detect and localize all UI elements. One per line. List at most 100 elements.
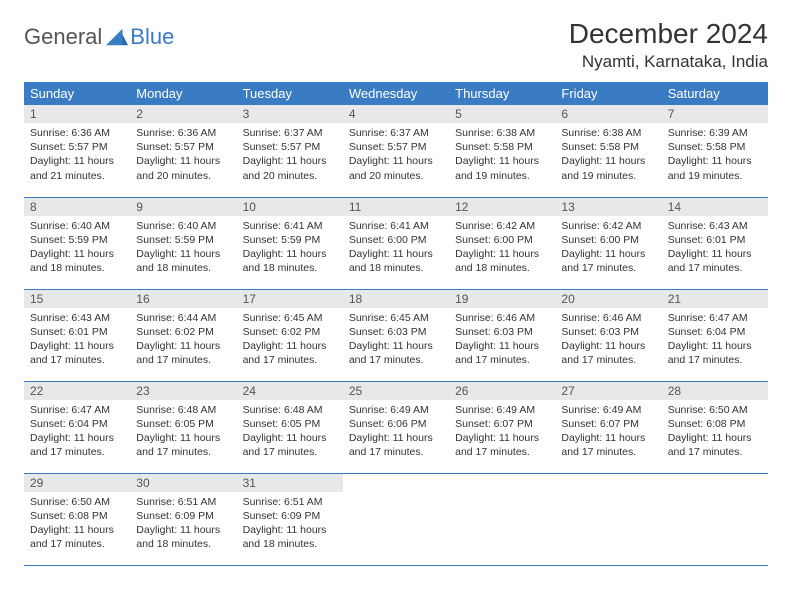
sunset-line: Sunset: 6:03 PM	[455, 325, 549, 339]
sunrise-line: Sunrise: 6:49 AM	[561, 403, 655, 417]
sunrise-line: Sunrise: 6:45 AM	[349, 311, 443, 325]
daylight-line: Daylight: 11 hours and 18 minutes.	[455, 247, 549, 275]
sunset-line: Sunset: 6:07 PM	[561, 417, 655, 431]
sunset-line: Sunset: 6:06 PM	[349, 417, 443, 431]
day-body: Sunrise: 6:40 AMSunset: 5:59 PMDaylight:…	[24, 216, 130, 282]
calendar-cell: 18Sunrise: 6:45 AMSunset: 6:03 PMDayligh…	[343, 289, 449, 381]
sunset-line: Sunset: 5:57 PM	[136, 140, 230, 154]
calendar-row: 15Sunrise: 6:43 AMSunset: 6:01 PMDayligh…	[24, 289, 768, 381]
daylight-line: Daylight: 11 hours and 17 minutes.	[30, 523, 124, 551]
calendar-cell	[343, 473, 449, 565]
sunset-line: Sunset: 6:00 PM	[455, 233, 549, 247]
day-body: Sunrise: 6:36 AMSunset: 5:57 PMDaylight:…	[24, 123, 130, 189]
day-number: 14	[662, 198, 768, 216]
weekday-header: SundayMondayTuesdayWednesdayThursdayFrid…	[24, 82, 768, 105]
calendar-cell: 21Sunrise: 6:47 AMSunset: 6:04 PMDayligh…	[662, 289, 768, 381]
sunset-line: Sunset: 6:02 PM	[243, 325, 337, 339]
daylight-line: Daylight: 11 hours and 18 minutes.	[349, 247, 443, 275]
calendar-cell	[662, 473, 768, 565]
day-number: 7	[662, 105, 768, 123]
title-block: December 2024 Nyamti, Karnataka, India	[569, 18, 768, 72]
day-number: 12	[449, 198, 555, 216]
day-body: Sunrise: 6:47 AMSunset: 6:04 PMDaylight:…	[24, 400, 130, 466]
day-body: Sunrise: 6:38 AMSunset: 5:58 PMDaylight:…	[555, 123, 661, 189]
calendar-body: 1Sunrise: 6:36 AMSunset: 5:57 PMDaylight…	[24, 105, 768, 565]
day-body: Sunrise: 6:42 AMSunset: 6:00 PMDaylight:…	[555, 216, 661, 282]
daylight-line: Daylight: 11 hours and 17 minutes.	[243, 339, 337, 367]
sunrise-line: Sunrise: 6:43 AM	[30, 311, 124, 325]
daylight-line: Daylight: 11 hours and 19 minutes.	[455, 154, 549, 182]
day-body: Sunrise: 6:42 AMSunset: 6:00 PMDaylight:…	[449, 216, 555, 282]
day-number: 4	[343, 105, 449, 123]
day-body: Sunrise: 6:46 AMSunset: 6:03 PMDaylight:…	[555, 308, 661, 374]
weekday-header-cell: Thursday	[449, 82, 555, 105]
day-number: 28	[662, 382, 768, 400]
calendar-cell: 26Sunrise: 6:49 AMSunset: 6:07 PMDayligh…	[449, 381, 555, 473]
day-number: 3	[237, 105, 343, 123]
weekday-header-cell: Saturday	[662, 82, 768, 105]
day-number: 29	[24, 474, 130, 492]
daylight-line: Daylight: 11 hours and 18 minutes.	[136, 523, 230, 551]
daylight-line: Daylight: 11 hours and 17 minutes.	[455, 339, 549, 367]
day-number: 26	[449, 382, 555, 400]
day-body: Sunrise: 6:48 AMSunset: 6:05 PMDaylight:…	[130, 400, 236, 466]
calendar-cell: 1Sunrise: 6:36 AMSunset: 5:57 PMDaylight…	[24, 105, 130, 197]
day-number: 19	[449, 290, 555, 308]
day-body: Sunrise: 6:41 AMSunset: 6:00 PMDaylight:…	[343, 216, 449, 282]
sunset-line: Sunset: 6:01 PM	[30, 325, 124, 339]
day-number: 27	[555, 382, 661, 400]
day-number: 2	[130, 105, 236, 123]
daylight-line: Daylight: 11 hours and 19 minutes.	[561, 154, 655, 182]
sunset-line: Sunset: 5:59 PM	[30, 233, 124, 247]
logo-word1: General	[24, 24, 102, 50]
sunset-line: Sunset: 6:03 PM	[561, 325, 655, 339]
sunrise-line: Sunrise: 6:49 AM	[455, 403, 549, 417]
day-body: Sunrise: 6:50 AMSunset: 6:08 PMDaylight:…	[24, 492, 130, 558]
sunset-line: Sunset: 5:57 PM	[243, 140, 337, 154]
daylight-line: Daylight: 11 hours and 17 minutes.	[30, 339, 124, 367]
sunrise-line: Sunrise: 6:37 AM	[349, 126, 443, 140]
daylight-line: Daylight: 11 hours and 17 minutes.	[243, 431, 337, 459]
sunrise-line: Sunrise: 6:50 AM	[668, 403, 762, 417]
day-number: 31	[237, 474, 343, 492]
weekday-header-cell: Wednesday	[343, 82, 449, 105]
calendar-cell: 11Sunrise: 6:41 AMSunset: 6:00 PMDayligh…	[343, 197, 449, 289]
sunrise-line: Sunrise: 6:36 AM	[30, 126, 124, 140]
calendar-cell: 7Sunrise: 6:39 AMSunset: 5:58 PMDaylight…	[662, 105, 768, 197]
day-number: 21	[662, 290, 768, 308]
sunrise-line: Sunrise: 6:44 AM	[136, 311, 230, 325]
day-number: 30	[130, 474, 236, 492]
day-body: Sunrise: 6:37 AMSunset: 5:57 PMDaylight:…	[237, 123, 343, 189]
day-body: Sunrise: 6:48 AMSunset: 6:05 PMDaylight:…	[237, 400, 343, 466]
day-number: 17	[237, 290, 343, 308]
sunrise-line: Sunrise: 6:47 AM	[30, 403, 124, 417]
calendar-cell	[555, 473, 661, 565]
day-number: 13	[555, 198, 661, 216]
sunset-line: Sunset: 6:02 PM	[136, 325, 230, 339]
sunset-line: Sunset: 6:09 PM	[136, 509, 230, 523]
sunset-line: Sunset: 5:59 PM	[243, 233, 337, 247]
daylight-line: Daylight: 11 hours and 17 minutes.	[455, 431, 549, 459]
day-number: 16	[130, 290, 236, 308]
calendar-cell: 23Sunrise: 6:48 AMSunset: 6:05 PMDayligh…	[130, 381, 236, 473]
sunrise-line: Sunrise: 6:51 AM	[136, 495, 230, 509]
calendar-cell: 25Sunrise: 6:49 AMSunset: 6:06 PMDayligh…	[343, 381, 449, 473]
sunset-line: Sunset: 5:57 PM	[30, 140, 124, 154]
day-body: Sunrise: 6:51 AMSunset: 6:09 PMDaylight:…	[237, 492, 343, 558]
daylight-line: Daylight: 11 hours and 17 minutes.	[561, 339, 655, 367]
calendar-cell: 4Sunrise: 6:37 AMSunset: 5:57 PMDaylight…	[343, 105, 449, 197]
daylight-line: Daylight: 11 hours and 18 minutes.	[136, 247, 230, 275]
calendar-cell: 3Sunrise: 6:37 AMSunset: 5:57 PMDaylight…	[237, 105, 343, 197]
logo: General Blue	[24, 18, 174, 50]
sunrise-line: Sunrise: 6:41 AM	[349, 219, 443, 233]
logo-word2: Blue	[130, 24, 174, 50]
sunset-line: Sunset: 6:08 PM	[30, 509, 124, 523]
calendar-cell: 10Sunrise: 6:41 AMSunset: 5:59 PMDayligh…	[237, 197, 343, 289]
sunrise-line: Sunrise: 6:46 AM	[455, 311, 549, 325]
day-body: Sunrise: 6:44 AMSunset: 6:02 PMDaylight:…	[130, 308, 236, 374]
daylight-line: Daylight: 11 hours and 19 minutes.	[668, 154, 762, 182]
day-number: 22	[24, 382, 130, 400]
sunrise-line: Sunrise: 6:47 AM	[668, 311, 762, 325]
calendar-row: 1Sunrise: 6:36 AMSunset: 5:57 PMDaylight…	[24, 105, 768, 197]
sunset-line: Sunset: 6:05 PM	[136, 417, 230, 431]
